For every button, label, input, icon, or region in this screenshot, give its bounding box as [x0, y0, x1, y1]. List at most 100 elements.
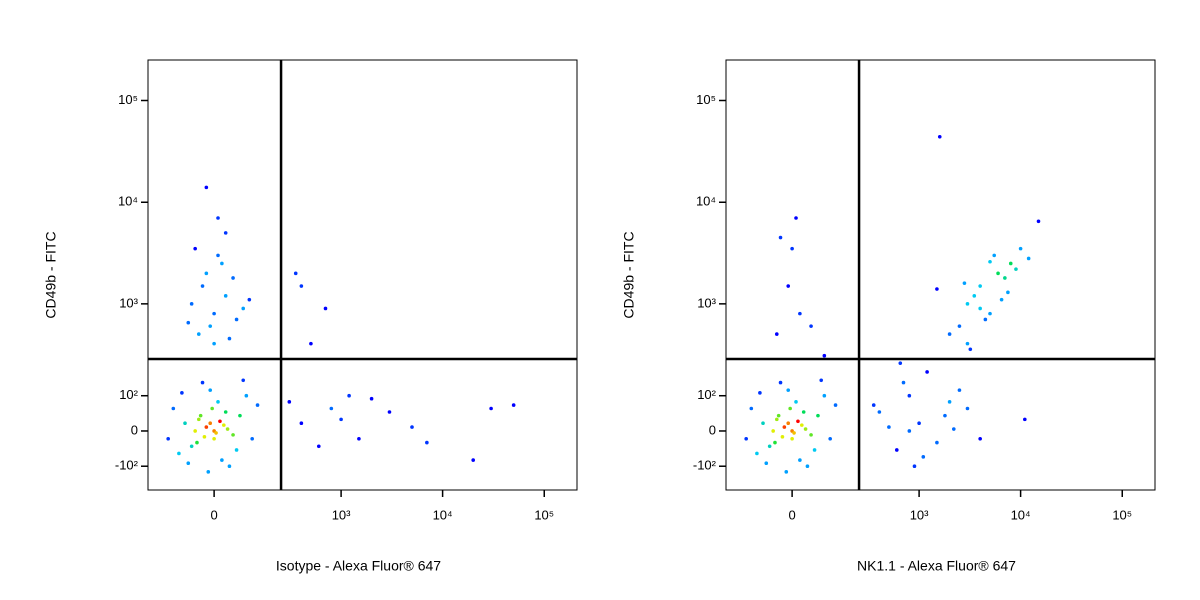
- event-dot: [241, 306, 246, 311]
- event-dot: [293, 271, 298, 276]
- event-dot: [894, 448, 899, 452]
- plot-frame: [147, 59, 578, 491]
- event-dot: [231, 433, 235, 437]
- event-dot: [369, 396, 374, 401]
- y-tick-label: 10²: [119, 387, 138, 402]
- event-dot: [180, 391, 184, 395]
- event-dot: [223, 231, 228, 235]
- event-dot: [200, 284, 205, 288]
- event-dot: [943, 413, 947, 418]
- event-dot: [223, 294, 228, 298]
- event-dot: [357, 436, 361, 441]
- event-dot: [323, 306, 328, 311]
- event-dot: [216, 216, 220, 220]
- panel: 0 10³ 10⁴ 10⁵ -10² 0 10² 10³ 10⁴ 10⁵ NK1.1 - Alexa…: [621, 59, 1156, 574]
- event-dot: [957, 324, 962, 328]
- event-dot: [951, 427, 956, 431]
- event-dot: [425, 440, 429, 445]
- event-dot: [794, 400, 798, 404]
- event-dot: [244, 393, 249, 398]
- event-dot: [316, 444, 321, 449]
- panel: 0 10³ 10⁴ 10⁵ -10² 0 10² 10³ 10⁴ 10⁵ Isotype - Ale…: [43, 59, 578, 574]
- y-axis-label: CD49b - FITC: [621, 231, 637, 318]
- event-dot: [166, 436, 170, 441]
- x-tick-label: 0: [210, 507, 217, 522]
- event-dot: [329, 406, 334, 411]
- event-dot: [761, 421, 765, 425]
- event-dot: [189, 302, 194, 306]
- y-axis-label: CD49b - FITC: [43, 231, 59, 318]
- event-dot: [186, 461, 191, 466]
- x-tick-label: 0: [788, 507, 795, 522]
- event-dot: [204, 271, 209, 276]
- event-dot: [250, 436, 254, 441]
- event-dot: [935, 287, 939, 291]
- event-dot: [1018, 246, 1023, 251]
- event-dot: [968, 347, 973, 352]
- event-dot: [299, 284, 304, 288]
- event-dot: [758, 391, 762, 395]
- event-dot: [206, 470, 211, 474]
- event-dot: [822, 353, 827, 358]
- event-dot: [189, 444, 194, 449]
- event-dot: [216, 253, 220, 258]
- event-dot: [216, 400, 220, 404]
- event-dot: [196, 332, 201, 336]
- event-dot: [223, 410, 228, 414]
- event-dot: [992, 253, 997, 258]
- event-dot: [749, 406, 754, 411]
- event-dot: [965, 302, 970, 306]
- event-dot: [972, 294, 977, 298]
- event-dot: [208, 388, 213, 392]
- event-dot: [965, 341, 970, 346]
- event-dot: [1006, 290, 1010, 295]
- event-dot: [1023, 417, 1027, 422]
- event-dot: [801, 410, 806, 414]
- event-dot: [218, 419, 222, 424]
- event-dot: [788, 406, 792, 411]
- event-dot: [776, 413, 781, 418]
- event-dot: [1036, 219, 1041, 224]
- event-dot: [212, 311, 216, 316]
- event-dot: [193, 246, 197, 251]
- event-dot: [778, 380, 783, 385]
- event-dot: [937, 134, 942, 139]
- event-dot: [798, 458, 802, 462]
- x-tick-label: 10³: [910, 507, 929, 522]
- event-dot: [962, 281, 967, 285]
- event-dot: [786, 421, 791, 425]
- y-tick-label: 10³: [697, 295, 716, 310]
- event-dot: [1008, 261, 1013, 266]
- event-dot: [798, 311, 802, 316]
- event-dot: [489, 406, 493, 411]
- event-dot: [790, 246, 794, 251]
- event-dot: [193, 429, 197, 433]
- event-dot: [387, 410, 392, 414]
- event-dot: [983, 317, 988, 322]
- event-dot: [774, 417, 779, 422]
- event-dot: [803, 427, 808, 431]
- event-dot: [196, 417, 201, 422]
- event-dot: [912, 464, 917, 469]
- event-dot: [220, 261, 224, 266]
- event-dot: [999, 297, 1004, 302]
- event-dot: [774, 332, 779, 336]
- event-dot: [220, 458, 224, 462]
- event-dot: [786, 388, 791, 392]
- event-dot: [238, 413, 242, 418]
- x-tick-label: 10³: [332, 507, 351, 522]
- event-dot: [212, 341, 216, 346]
- y-tick-label: 10²: [697, 387, 716, 402]
- event-dot: [744, 436, 748, 441]
- event-dot: [792, 431, 796, 435]
- event-dot: [309, 341, 313, 346]
- event-dot: [1003, 276, 1007, 280]
- event-dot: [978, 306, 982, 311]
- event-dot: [287, 400, 292, 404]
- event-dot: [347, 393, 351, 398]
- event-dot: [241, 378, 246, 383]
- event-dot: [947, 332, 952, 336]
- event-dot: [996, 271, 1000, 276]
- event-dot: [796, 419, 800, 424]
